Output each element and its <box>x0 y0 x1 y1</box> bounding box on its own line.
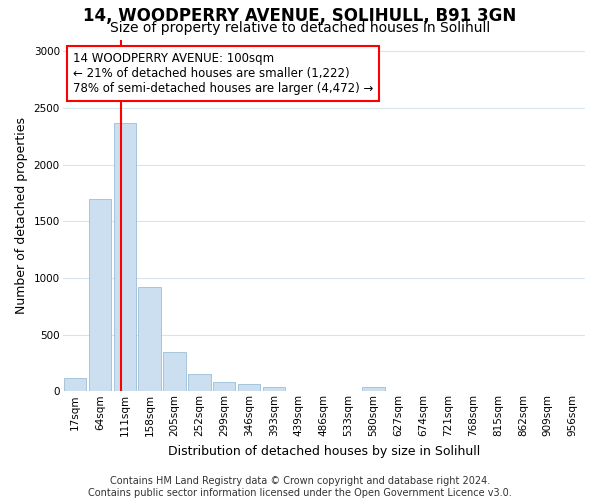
Bar <box>263 386 285 392</box>
Bar <box>188 374 211 392</box>
Bar <box>362 388 385 392</box>
Text: 14 WOODPERRY AVENUE: 100sqm
← 21% of detached houses are smaller (1,222)
78% of : 14 WOODPERRY AVENUE: 100sqm ← 21% of det… <box>73 52 373 96</box>
X-axis label: Distribution of detached houses by size in Solihull: Distribution of detached houses by size … <box>167 444 480 458</box>
Bar <box>213 382 235 392</box>
Bar <box>163 352 186 392</box>
Text: 14, WOODPERRY AVENUE, SOLIHULL, B91 3GN: 14, WOODPERRY AVENUE, SOLIHULL, B91 3GN <box>83 8 517 26</box>
Bar <box>238 384 260 392</box>
Bar <box>89 198 111 392</box>
Bar <box>139 287 161 392</box>
Bar <box>113 122 136 392</box>
Bar <box>64 378 86 392</box>
Text: Size of property relative to detached houses in Solihull: Size of property relative to detached ho… <box>110 21 490 35</box>
Text: Contains HM Land Registry data © Crown copyright and database right 2024.
Contai: Contains HM Land Registry data © Crown c… <box>88 476 512 498</box>
Y-axis label: Number of detached properties: Number of detached properties <box>15 117 28 314</box>
